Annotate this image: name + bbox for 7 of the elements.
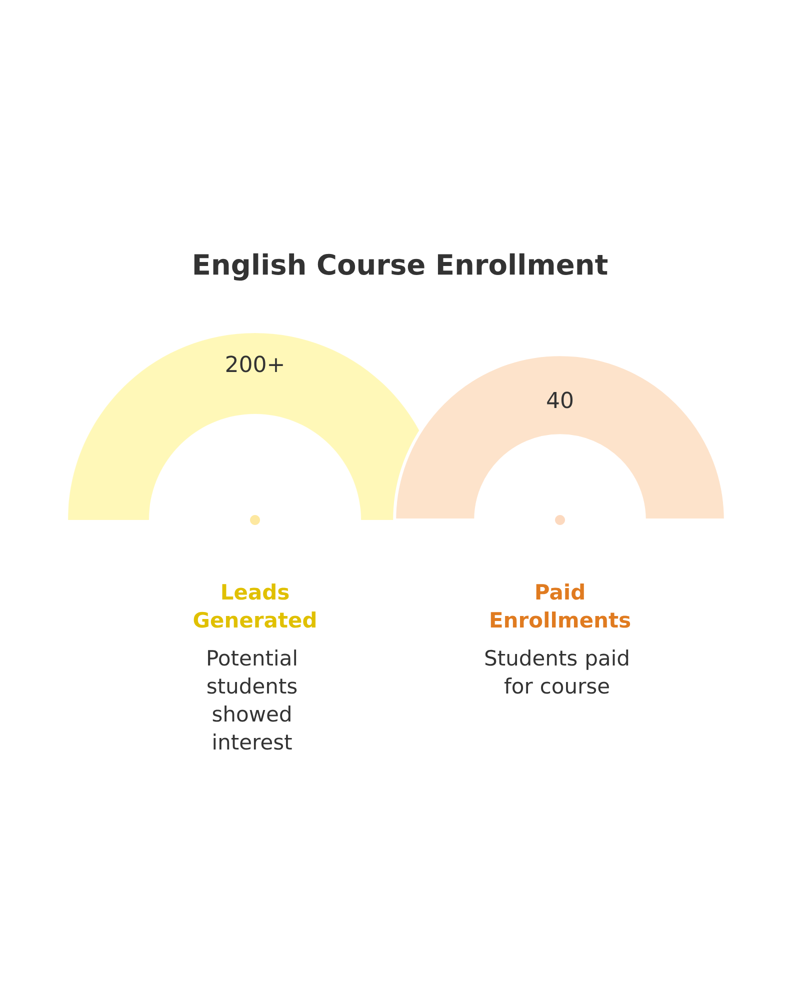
text: English Course Enrollment (194, 253, 608, 281)
text: Students paid for course (485, 650, 628, 694)
text: Potential students showed interest (208, 650, 297, 750)
category-label: Paid Enrollments (490, 584, 630, 628)
data-label: 200+ (226, 356, 283, 372)
data-label: 40 (547, 392, 573, 408)
category-label: Leads Generated (194, 584, 316, 628)
